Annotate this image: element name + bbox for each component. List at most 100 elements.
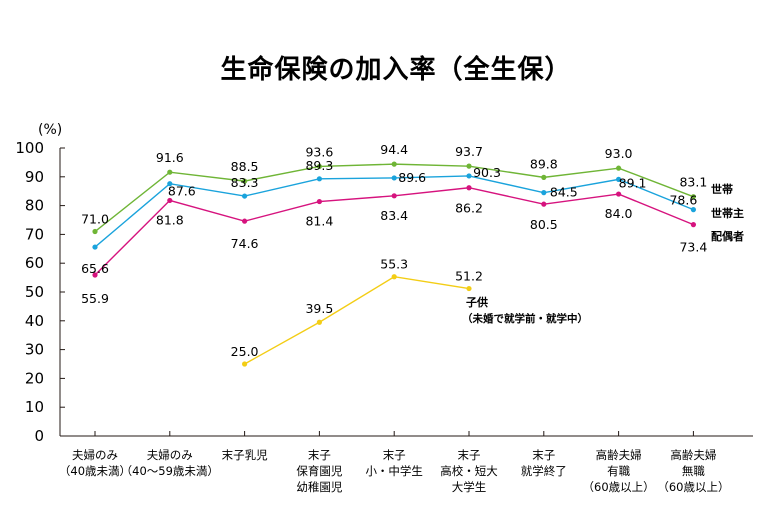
data-point [690,222,697,228]
data-point [242,361,248,367]
series-line [244,276,470,365]
y-tick-label: 20 [25,369,44,387]
data-point [316,319,322,325]
data-label: 87.6 [168,184,196,199]
x-tick-label: 夫婦のみ [72,448,118,462]
data-point [541,174,547,180]
series-name-label: 配偶者 [711,229,744,243]
data-label: 93.7 [455,144,483,159]
x-tick-label: （40歳未満） [59,464,131,478]
data-point [391,193,397,199]
data-label: 90.3 [473,165,501,180]
series-note: （未婚で就学前・就学中） [462,312,588,325]
data-label: 86.2 [455,201,483,216]
x-tick-label: 末子 [532,448,555,462]
x-tick-label: （60歳以上） [583,480,655,494]
data-point [616,165,622,171]
data-point [466,185,472,191]
x-tick-label: 保育園児 [296,464,342,478]
x-tick-label: 小・中学生 [365,464,423,478]
data-label: 73.4 [679,240,707,255]
y-tick-label: 60 [25,254,44,272]
x-tick-label: 無職 [682,464,705,478]
data-point [316,176,322,182]
chart-title: 生命保険の加入率（全生保） [220,54,571,85]
data-point [167,197,173,204]
x-tick-label: 末子 [308,448,331,462]
y-tick-label: 100 [15,139,44,157]
y-tick-label: 40 [25,312,44,330]
data-label: 78.6 [669,193,697,208]
data-point [541,190,547,196]
axes: 0102030405060708090100夫婦のみ（40歳未満）夫婦のみ（40… [15,139,753,494]
y-tick-label: 90 [25,168,44,186]
series-lines [92,161,697,367]
data-label: 25.0 [231,344,259,359]
data-label: 84.0 [605,206,633,221]
data-point [92,272,98,278]
data-label: 71.0 [81,212,109,227]
x-tick-label: 夫婦のみ [147,448,193,462]
y-tick-label: 80 [25,197,44,215]
x-tick-label: 大学生 [452,480,487,494]
data-label: 39.5 [305,301,333,316]
data-point [242,218,248,224]
series-name-label: 子供 [466,295,488,309]
data-point [167,169,173,175]
data-point [316,198,322,205]
data-point [466,173,472,179]
data-label: 83.1 [679,175,707,190]
data-label: 91.6 [156,150,184,165]
y-axis-unit: (%) [38,122,62,138]
data-point [242,193,248,199]
data-label: 88.5 [231,159,259,174]
data-point [466,163,472,169]
data-label: 84.5 [550,185,578,200]
data-point [92,228,98,235]
data-label: 80.5 [530,217,558,232]
x-tick-label: 有職 [607,464,630,478]
data-point [242,178,248,184]
x-tick-label: 高校・短大 [440,464,498,478]
x-tick-label: 高齢夫婦 [596,448,642,462]
data-point [690,207,697,213]
x-tick-label: 末子乳児 [222,448,268,462]
y-tick-label: 10 [25,398,44,416]
data-point [316,163,322,170]
data-label: 74.6 [231,236,259,251]
data-label: 89.1 [619,175,647,190]
y-tick-label: 70 [25,225,44,243]
data-label: 89.3 [305,158,333,173]
data-label: 83.4 [380,208,408,223]
data-label: 55.9 [81,291,109,306]
data-point [391,274,397,280]
y-tick-label: 50 [25,283,44,301]
data-label: 81.8 [156,212,184,227]
data-labels: 71.0 91.6 88.5 93.6 94.4 93.7 89.8 93.0 83.1 65.6… [81,142,744,359]
data-label: 89.6 [398,170,426,185]
x-tick-label: （60歳以上） [657,480,729,494]
data-label: 65.6 [81,261,109,276]
y-tick-label: 30 [25,341,44,359]
data-point [690,194,697,200]
data-label: 93.0 [605,146,633,161]
x-tick-label: （40～59歳未満） [121,464,219,478]
data-label: 83.3 [231,175,259,190]
data-point [391,175,397,181]
x-tick-label: 幼稚園児 [296,480,342,494]
data-point [541,201,547,207]
data-label: 89.8 [530,156,558,171]
data-label: 81.4 [305,214,333,229]
data-point [92,244,98,250]
data-point [616,176,622,182]
data-point [391,161,397,167]
data-label: 55.3 [380,257,408,272]
x-tick-label: 高齢夫婦 [670,448,716,462]
data-point [616,191,622,197]
data-label: 93.6 [305,144,333,159]
data-label: 51.2 [455,269,483,284]
data-point [466,285,472,292]
y-tick-label: 0 [34,427,44,445]
data-label: 94.4 [380,142,408,157]
